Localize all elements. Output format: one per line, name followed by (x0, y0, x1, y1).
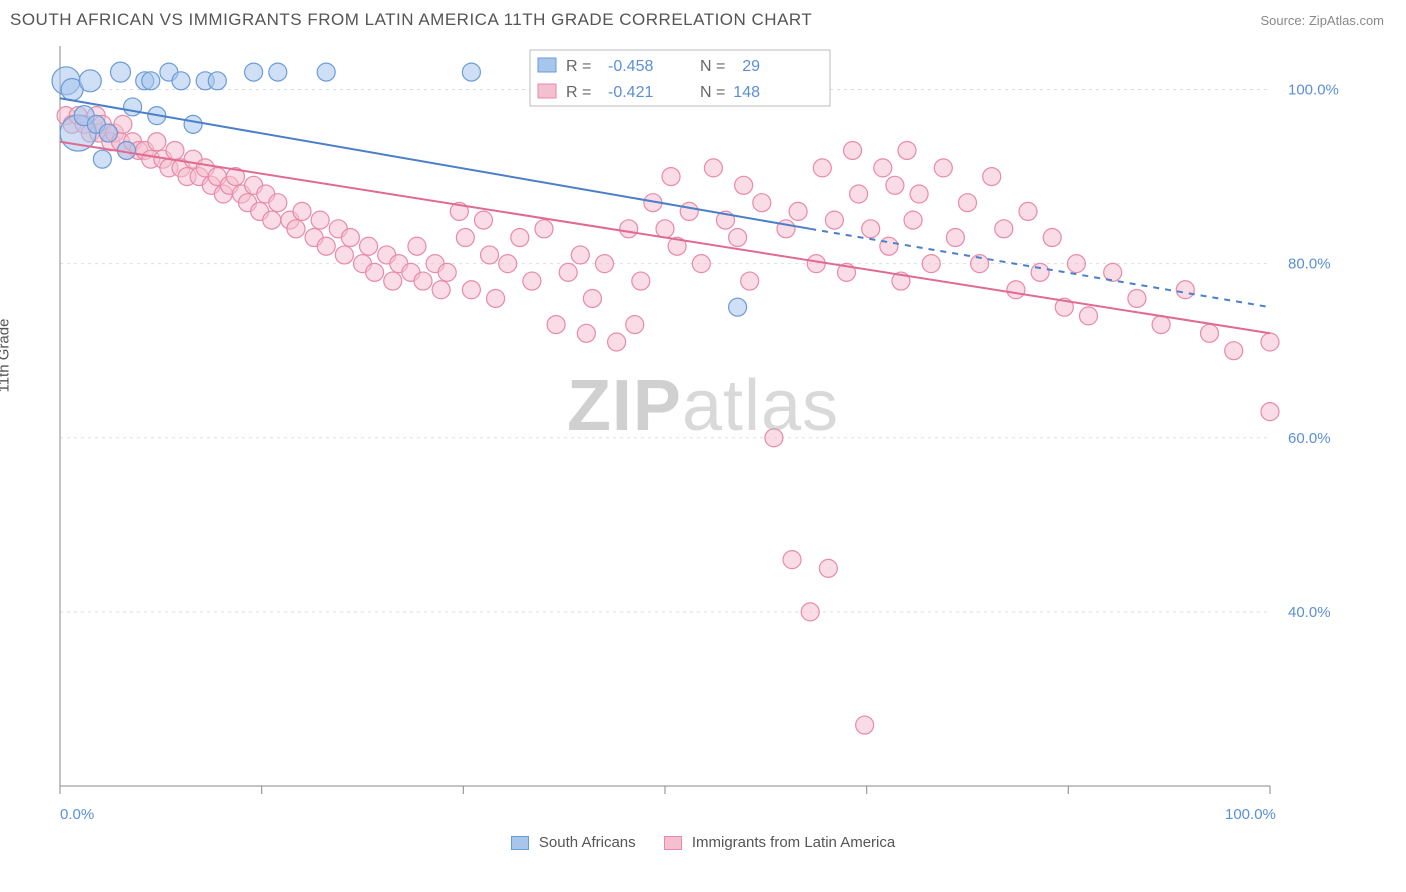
correlation-chart: 40.0% 60.0% 80.0% 100.0% R = -0.458 N = 29 R = -0… (10, 36, 1340, 806)
chart-title: SOUTH AFRICAN VS IMMIGRANTS FROM LATIN A… (10, 10, 812, 30)
bottom-legend: South Africans Immigrants from Latin Ame… (0, 828, 1406, 851)
svg-text:-0.421: -0.421 (608, 84, 653, 101)
svg-text:100.0%: 100.0% (1288, 82, 1339, 99)
legend-label-a: South Africans (539, 834, 636, 851)
svg-text:80.0%: 80.0% (1288, 256, 1331, 273)
legend-swatch-b (664, 836, 682, 850)
svg-text:148: 148 (733, 84, 760, 101)
svg-text:N =: N = (700, 58, 725, 75)
legend-item-b: Immigrants from Latin America (664, 834, 896, 851)
svg-text:R =: R = (566, 58, 591, 75)
svg-text:60.0%: 60.0% (1288, 430, 1331, 447)
svg-text:R =: R = (566, 84, 591, 101)
legend-swatch-a (511, 836, 529, 850)
svg-text:-0.458: -0.458 (608, 58, 653, 75)
svg-text:40.0%: 40.0% (1288, 604, 1331, 621)
y-axis-label: 11th Grade (0, 319, 13, 393)
legend-item-a: South Africans (511, 834, 636, 851)
svg-text:29: 29 (742, 58, 760, 75)
legend-label-b: Immigrants from Latin America (692, 834, 895, 851)
svg-text:N =: N = (700, 84, 725, 101)
source-label: Source: ZipAtlas.com (1260, 13, 1384, 28)
x-axis-labels: 0.0%100.0% (10, 806, 1340, 828)
